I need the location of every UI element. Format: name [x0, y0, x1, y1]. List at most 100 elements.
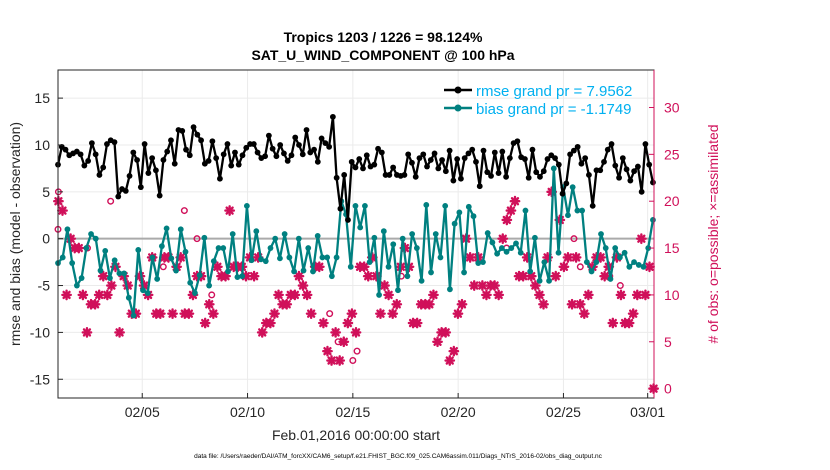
rmse-point	[171, 160, 178, 167]
bias-point	[357, 224, 364, 231]
bias-point	[125, 294, 132, 301]
chart-title-line1: Tropics 1203 / 1226 = 98.124%	[284, 29, 483, 45]
obs-star-stroke	[298, 281, 308, 290]
bias-point	[73, 282, 80, 289]
bias-point	[291, 268, 297, 275]
obs-assimilated-point	[93, 289, 105, 301]
bias-point	[616, 254, 623, 261]
rmse-point	[115, 193, 122, 200]
bias-point	[555, 249, 562, 256]
data-file-footer: data file: /Users/raeder/DAI/ATM_forcXX/…	[194, 453, 603, 460]
obs-star-stroke	[559, 262, 569, 271]
obs-star-stroke	[380, 281, 389, 290]
obs-star-stroke	[433, 337, 442, 346]
obs-star-stroke	[445, 356, 454, 365]
bias-point	[182, 248, 189, 255]
bias-point	[536, 277, 543, 284]
y-axis-right-ticks: 30 25 20 15 10 5 0	[649, 70, 680, 398]
rmse-point	[62, 146, 69, 153]
rmse-point	[250, 141, 257, 147]
bias-point	[503, 248, 510, 255]
bias-point	[465, 203, 472, 210]
obs-star-stroke	[494, 290, 503, 300]
obs-star-stroke	[441, 328, 450, 337]
rmse-point	[164, 148, 171, 155]
rmse-point	[586, 172, 592, 178]
obs-assimilated-point	[550, 270, 562, 282]
rmse-point	[442, 168, 449, 175]
obs-assimilated-point	[313, 261, 325, 273]
obs-star-stroke	[290, 290, 300, 300]
rmse-point	[537, 173, 543, 180]
legend: rmse grand pr = 7.9562 bias grand pr = -…	[444, 83, 632, 118]
rmse-point	[390, 164, 397, 171]
obs-assimilated-point	[338, 336, 350, 348]
rmse-point	[92, 151, 99, 158]
bias-point	[324, 254, 331, 261]
rmse-point	[228, 162, 235, 169]
rmse-point	[88, 140, 95, 146]
obs-assimilated-point	[448, 345, 460, 357]
rmse-point	[134, 157, 140, 163]
bias-point	[588, 268, 595, 275]
obs-assimilated-point	[509, 195, 521, 207]
obs-star-stroke	[457, 300, 467, 309]
rmse-point	[341, 172, 348, 178]
bias-point	[163, 225, 170, 232]
rmse-point	[141, 141, 148, 147]
rmse-point	[96, 172, 103, 178]
rmse-point	[503, 173, 509, 180]
rmse-point	[220, 151, 227, 158]
rmse-point	[642, 141, 649, 147]
obs-assimilated-point	[203, 298, 215, 310]
obs-star-stroke	[392, 300, 401, 309]
obs-possible-point	[180, 207, 188, 215]
rmse-point	[348, 158, 355, 165]
obs-assimilated-point	[256, 327, 268, 338]
obs-assimilated-point	[106, 280, 117, 291]
obs-assimilated-point	[89, 298, 101, 310]
x-tick-label: 03/01	[630, 404, 665, 420]
bias-point	[107, 275, 113, 281]
obs-assimilated-point	[73, 242, 85, 254]
rmse-point	[137, 184, 144, 191]
rmse-point	[401, 172, 408, 178]
obs-assimilated-point	[452, 308, 464, 320]
obs-star-stroke	[376, 309, 385, 318]
bias-point	[607, 276, 614, 282]
bias-point	[140, 287, 146, 294]
obs-star-stroke	[425, 300, 434, 309]
bias-point	[88, 231, 94, 237]
rmse-point	[81, 162, 88, 169]
bias-point	[385, 263, 392, 270]
obs-assimilated-point	[379, 280, 390, 291]
obs-assimilated-point	[481, 289, 492, 301]
bias-point	[565, 212, 571, 219]
obs-assimilated-point	[574, 298, 586, 310]
obs-star-stroke	[323, 346, 332, 356]
legend-bias-label: bias grand pr = -1.1749	[476, 101, 632, 118]
obs-star-stroke	[470, 281, 479, 290]
bias-point	[277, 255, 283, 262]
bias-point	[371, 234, 378, 241]
obs-assimilated-point	[330, 327, 342, 338]
bias-point	[116, 270, 123, 277]
bias-point	[262, 258, 269, 265]
obs-assimilated-point	[383, 289, 395, 301]
rmse-point	[412, 173, 419, 180]
obs-assimilated-point	[326, 355, 337, 366]
obs-possible-point	[159, 263, 167, 271]
y-axis-right-label: # of obs: o=possible; ×=assimilated	[705, 124, 721, 343]
rmse-point	[269, 145, 276, 152]
rmse-point	[616, 174, 622, 181]
obs-star-stroke	[306, 309, 316, 318]
bias-point	[380, 228, 387, 235]
rmse-point	[450, 177, 457, 184]
obs-assimilated-point	[558, 261, 570, 273]
y-right-tick-label: 20	[664, 193, 680, 209]
bias-point	[111, 257, 118, 264]
rmse-point	[168, 137, 174, 144]
y-left-tick-label: 5	[42, 184, 50, 200]
obs-star-stroke	[335, 356, 344, 365]
rmse-point	[488, 172, 494, 179]
